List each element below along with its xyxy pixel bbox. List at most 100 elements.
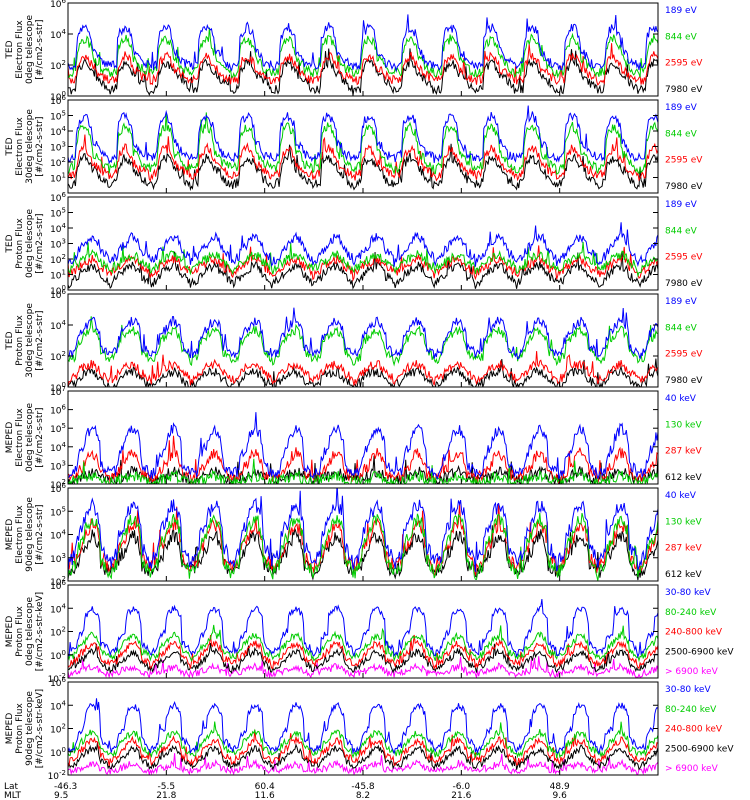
panel-plot-area [68,412,658,484]
panel-3: TED Proton Flux 0deg telescope [#/cm2-s-str… [5,196,703,291]
legend-item: 40 keV [665,394,697,404]
xtick-mlt: 9.5 [54,791,68,800]
ylabel-line: MEPED [5,519,15,551]
legend-item: > 6900 keV [665,764,719,774]
legend-item: 2595 eV [665,59,703,69]
ytick-label: 106 [50,676,66,689]
legend-item: 7980 eV [665,376,703,386]
series-2-844-eV [68,112,658,175]
ylabel-line: Proton Flux [15,606,25,657]
ylabel-line: 90deg telescope [25,691,35,766]
ytick-label: 106 [50,191,66,204]
legend-item: 7980 eV [665,85,703,95]
ylabel-line: 30deg telescope [25,109,35,184]
ytick-label: 102 [50,575,66,588]
ytick-label: 100 [50,90,66,103]
ytick-label: 100 [50,649,66,662]
ytick-label: 106 [50,0,66,10]
ytick-label: 103 [50,141,66,154]
ytick-label: 102 [50,626,66,639]
panel-plot-area [68,488,658,581]
xtick-lat: 60.4 [255,782,275,792]
xtick-lat: -6.0 [453,782,471,792]
ylabel-line: TED [5,40,15,59]
legend-item: 7980 eV [665,182,703,192]
legend-item: 844 eV [665,32,698,42]
legend-item: 130 keV [665,420,702,430]
series-3-2595-eV [68,245,658,282]
ytick-label: 105 [50,505,66,518]
ylabel-line: Proton Flux [15,315,25,366]
ytick-label: 104 [50,529,66,542]
xtick-lat: -45.8 [351,782,375,792]
xaxis-row-label: Lat [4,782,19,792]
legend-item: 240-800 keV [665,628,723,638]
xaxis-row-label: MLT [4,791,22,800]
legend-item: 80-240 keV [665,608,717,618]
ylabel-line: TED [5,137,15,156]
ylabel-line: 30deg telescope [25,303,35,378]
ytick-label: 103 [50,552,66,565]
ytick-label: 101 [50,172,66,185]
panel-5: MEPED Electron Flux 0deg telescope [#/cm2-s… [5,390,702,485]
ytick-label: 104 [50,222,66,235]
ylabel-line: 0deg telescope [25,15,35,85]
panel-7: MEPED Proton Flux 0deg telescope [#/cm2-s-s… [5,584,734,679]
legend-item: 189 eV [665,297,698,307]
ylabel-line: 0deg telescope [25,209,35,279]
ylabel-line: 0deg telescope [25,403,35,473]
panel-plot-area [68,105,658,192]
legend-item: 287 keV [665,447,702,457]
ytick-label: 106 [50,482,66,495]
legend-item: 80-240 keV [665,705,717,715]
series-8-30-80-keV [68,698,658,755]
ytick-label: 105 [50,207,66,220]
ylabel-line: Electron Flux [15,408,25,467]
panel-8: MEPED Proton Flux 90deg telescope [#/cm2-s-… [5,681,734,776]
legend-item: 612 keV [665,570,702,580]
series-3-844-eV [68,241,658,278]
series-4-844-eV [68,316,658,367]
ylabel-line: [#/cm2-s-str] [35,19,45,79]
legend-item: 2595 eV [665,253,703,263]
ytick-label: 100 [50,381,66,394]
ytick-label: 105 [50,422,66,435]
series-1-189-eV [68,14,658,73]
panel-1: TED Electron Flux 0deg telescope [#/cm2-s-s… [5,2,703,97]
ytick-label: 100 [50,284,66,297]
ytick-label: 10-2 [48,672,66,685]
ytick-label: 102 [50,156,66,169]
legend-item: 130 keV [665,517,702,527]
ylabel-line: [#/cm2-s-str] [35,310,45,370]
xtick-lat: 48.9 [550,782,570,792]
ylabel-line: MEPED [5,616,15,648]
ytick-label: 100 [50,746,66,759]
ytick-label: 106 [50,579,66,592]
xtick-mlt: 21.8 [156,791,176,800]
legend-item: 287 keV [665,544,702,554]
ylabel-line: [#/cm2-s-str] [35,407,45,467]
ytick-label: 102 [50,478,66,491]
legend-item: 844 eV [665,323,698,333]
ytick-label: 106 [50,288,66,301]
series-4-2595-eV [68,351,658,387]
ylabel-line: TED [5,331,15,350]
series-1-844-eV [68,27,658,79]
series-2-189-eV [68,105,658,165]
xtick-lat: -46.3 [54,782,77,792]
ylabel-line: TED [5,234,15,253]
legend-item: 30-80 keV [665,685,711,695]
series-2-7980-eV [68,143,658,192]
series-8-80-240-keV [68,721,658,759]
legend-item: 7980 eV [665,279,703,289]
series-7-2500-6900-keV [68,643,658,674]
ylabel-line: [#/cm2-s-str] [35,116,45,176]
panel-2: TED Electron Flux 30deg telescope [#/cm2-s-… [5,99,703,194]
legend-item: 2500-6900 keV [665,647,734,657]
panel-frame [67,681,659,776]
xtick-lat: -5.5 [158,782,176,792]
series-4-189-eV [68,307,658,360]
legend-item: 30-80 keV [665,588,711,598]
ylabel-line: 90deg telescope [25,497,35,572]
